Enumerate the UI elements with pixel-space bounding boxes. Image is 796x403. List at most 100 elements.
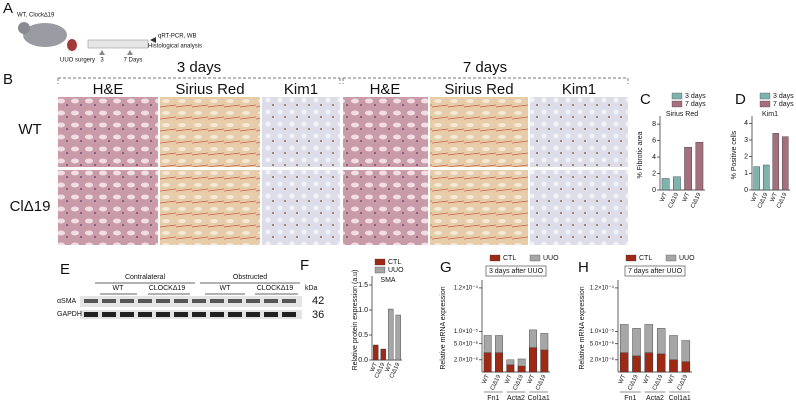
panel-label: E <box>60 261 70 278</box>
x-tick-label: ClΔ19 <box>690 191 703 209</box>
histology-image <box>530 170 628 245</box>
panel-e: E Contralateral Obstructed WT CLOCKΔ19 W… <box>57 261 324 321</box>
day-label: 7 Days <box>124 58 143 64</box>
stain-header: H&E <box>370 81 401 98</box>
mouse-icon <box>23 23 67 47</box>
histology-image <box>530 97 628 167</box>
y-tick-label: 2.0×10⁻⁶ <box>454 356 479 363</box>
protein-label: αSMA <box>57 298 77 305</box>
y-tick-label: 0 <box>652 187 656 194</box>
histology-image <box>262 97 340 167</box>
panel-label: D <box>735 91 746 108</box>
legend-swatch <box>759 100 771 108</box>
legend-swatch <box>759 92 771 100</box>
x-tick-label: WT <box>482 374 492 385</box>
histology-image <box>58 170 158 245</box>
legend-swatch <box>489 254 501 262</box>
group-label: Obstructed <box>233 274 267 281</box>
lane-label: CLOCKΔ19 <box>149 285 186 292</box>
legend-label: UUO <box>543 255 559 262</box>
bar <box>483 352 492 373</box>
legend-label: 3 days <box>773 93 794 100</box>
timeline <box>87 39 149 49</box>
y-axis-label: Relative mRNA expression <box>440 286 447 369</box>
x-tick-label: WT <box>385 362 395 373</box>
x-tick-label: WT <box>527 374 537 385</box>
x-tick-label: WT <box>682 192 692 203</box>
analysis-label: qRT-PCR, WB <box>158 34 197 40</box>
size-label: 36 <box>312 309 324 321</box>
bar <box>632 355 641 373</box>
y-tick-label: 5.0×10⁻⁶ <box>590 340 615 347</box>
panel-label: A <box>3 0 13 17</box>
bar <box>753 166 761 191</box>
bar <box>380 348 386 361</box>
kidney-icon <box>67 39 77 51</box>
x-tick-label: WT <box>370 362 380 373</box>
y-tick-label: 4 <box>744 120 748 127</box>
x-tick-label: ClΔ19 <box>535 373 548 391</box>
x-tick-label: WT <box>751 192 761 203</box>
y-axis-label: % Fibrotic area <box>637 131 644 178</box>
bar <box>395 314 401 361</box>
legend-label: UUO <box>388 267 404 274</box>
group-label: Acta2 <box>646 395 664 402</box>
legend-label: UUO <box>679 255 695 262</box>
annotation: 7 days after UUO <box>628 268 683 275</box>
histology-image <box>343 170 428 245</box>
bar <box>517 365 526 373</box>
timepoint-bracket <box>57 77 629 84</box>
panel-label: B <box>3 71 13 88</box>
y-tick-label: 3 <box>744 137 748 144</box>
bar <box>540 349 549 373</box>
y-tick-label: 1.5 <box>358 282 368 289</box>
x-tick-label: WT <box>643 374 653 385</box>
panel-a: A WT, Clock∆19 UUO surgery 3 7 Days qRT-… <box>3 0 202 64</box>
blot <box>80 310 302 319</box>
stain-header: Kim1 <box>284 81 318 98</box>
genotypes: WT, Clock∆19 <box>17 12 55 19</box>
legend-swatch <box>665 254 677 262</box>
annotation-box <box>485 265 547 277</box>
x-tick-label: WT <box>770 192 780 203</box>
bar <box>506 364 515 373</box>
mouse-head <box>18 22 30 34</box>
bar <box>619 352 629 373</box>
x-tick-label: WT <box>667 374 677 385</box>
timepoint-header: 3 days <box>177 59 221 76</box>
unit-label: kDa <box>305 285 318 292</box>
annotation: 3 days after UUO <box>489 268 544 275</box>
bar <box>684 146 692 191</box>
y-tick-label: 6 <box>652 137 656 144</box>
group-label: Acta2 <box>507 395 525 402</box>
group-label: Fn1 <box>487 395 499 402</box>
panel-label: G <box>440 259 452 276</box>
panel-label: C <box>640 91 651 108</box>
y-axis-label: Relative mRNA expression <box>579 286 586 369</box>
x-tick-label: WT <box>659 192 669 203</box>
histology-image <box>262 170 340 245</box>
group-label: Contralateral <box>125 274 166 281</box>
y-tick-label: 2.0×10⁻⁶ <box>590 356 615 363</box>
histology-tiles <box>58 97 628 245</box>
y-tick-label: 1.0×10⁻⁵ <box>590 328 615 335</box>
bar <box>495 352 503 373</box>
bar <box>681 361 691 373</box>
group-label: Col1a1 <box>528 395 550 402</box>
lane-label: WT <box>220 285 232 292</box>
y-axis-label: Relative protein expression (a.u) <box>352 270 359 371</box>
bar <box>656 353 666 373</box>
timepoint-header: 7 days <box>463 59 507 76</box>
histology-image <box>430 97 528 167</box>
group-label: Fn1 <box>624 395 636 402</box>
stain-header: H&E <box>93 81 124 98</box>
x-tick-label: ClΔ19 <box>652 373 665 391</box>
y-tick-label: 1.0×10⁻⁵ <box>454 328 479 335</box>
histology-image <box>430 170 528 245</box>
y-tick-label: 4 <box>652 154 656 161</box>
legend-swatch <box>625 254 637 262</box>
legend-swatch <box>671 100 683 108</box>
bar <box>661 178 670 191</box>
y-tick-label: 0 <box>744 187 748 194</box>
